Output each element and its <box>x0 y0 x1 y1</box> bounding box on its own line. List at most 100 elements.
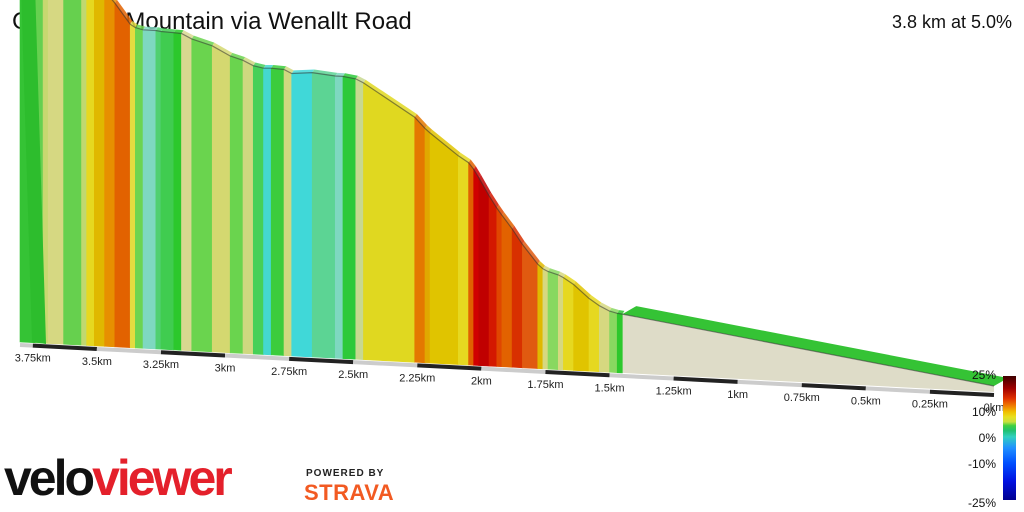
profile-segment <box>542 268 549 370</box>
distance-tick-label: 1.5km <box>595 382 625 394</box>
strava-logo: STRAVA <box>304 480 395 505</box>
distance-tick-label: 0.75km <box>784 392 820 404</box>
profile-top-surface <box>363 79 417 118</box>
profile-top-surface <box>114 0 133 25</box>
profile-top-surface <box>458 152 471 163</box>
profile-segment <box>129 23 136 349</box>
profile-top-surface <box>253 62 266 69</box>
distance-axis-bar <box>289 356 354 365</box>
profile-segment <box>496 206 503 368</box>
profile-segment <box>609 310 618 373</box>
profile-top-surface <box>589 295 602 306</box>
profile-segment <box>473 168 480 366</box>
profile-segment <box>511 227 523 369</box>
distance-axis-bar <box>737 379 802 388</box>
veloviewer-logo: veloviewer <box>4 450 233 506</box>
profile-top-surface <box>312 69 338 77</box>
distance-axis-bar <box>96 346 162 355</box>
profile-top-surface <box>414 113 428 129</box>
profile-top-surface <box>563 274 576 285</box>
distance-tick-label: 2km <box>471 376 492 388</box>
profile-segment <box>598 305 610 373</box>
profile-segment <box>355 78 364 360</box>
profile-segment <box>616 312 623 374</box>
profile-top-surface <box>573 281 592 299</box>
distance-axis-bar <box>801 383 866 391</box>
distance-axis-bar <box>417 363 482 371</box>
distance-axis-bar <box>609 373 674 381</box>
profile-segment <box>334 75 344 359</box>
profile-start-wall <box>21 0 46 344</box>
legend-label-25: 25% <box>971 368 996 382</box>
distance-tick-label: 0km <box>984 402 1005 414</box>
distance-axis-bar <box>160 350 226 358</box>
legend-label-minus-10: -10% <box>967 457 996 471</box>
profile-segment <box>47 0 64 345</box>
profile-top-surface <box>335 72 346 77</box>
distance-axis-bar <box>673 376 738 384</box>
profile-top-surface <box>542 265 551 272</box>
profile-top-surface <box>609 307 620 314</box>
profile-segment <box>557 274 564 371</box>
distance-tick-label: 1km <box>727 389 748 401</box>
climb-summary: 3.8 km at 5.0% <box>891 12 1012 32</box>
profile-top-surface <box>284 66 294 74</box>
distance-axis-bar <box>865 386 931 394</box>
profile-segment <box>142 29 157 350</box>
powered-by-text: POWERED BY <box>306 468 385 479</box>
profile-segment <box>283 68 292 357</box>
profile-top-surface <box>473 166 481 178</box>
distance-axis-bar <box>353 360 418 368</box>
profile-top-surface <box>501 211 515 229</box>
legend-label-minus-25: -25% <box>967 496 996 510</box>
profile-top-surface <box>130 20 138 28</box>
profile-segment <box>173 32 182 351</box>
distance-tick-label: 2.25km <box>399 372 435 384</box>
profile-top-surface <box>489 192 499 208</box>
profile-segment <box>573 283 590 372</box>
profile-segment <box>155 30 162 350</box>
distance-axis-bar <box>545 369 610 378</box>
distance-tick-label: 2.5km <box>338 369 368 381</box>
profile-segment <box>563 277 574 371</box>
profile-segment <box>478 176 490 367</box>
profile-segment <box>363 82 416 363</box>
profile-top-surface <box>558 271 566 278</box>
profile-segment <box>342 76 357 360</box>
distance-tick-label: 0.25km <box>912 399 948 411</box>
distance-axis-bar <box>481 366 546 374</box>
profile-segment <box>468 161 474 366</box>
profile-segment <box>311 72 336 359</box>
profile-top-surface <box>468 159 476 170</box>
profile-segment <box>242 59 254 355</box>
distance-axis-bar <box>32 343 97 351</box>
profile-segment <box>537 263 544 370</box>
profile-segment <box>252 65 264 355</box>
profile-segment <box>414 116 426 364</box>
distance-tick-label: 3.5km <box>82 356 112 368</box>
profile-segment <box>81 0 87 346</box>
distance-tick-label: 3km <box>215 363 236 375</box>
profile-segment <box>488 194 498 367</box>
distance-axis-bar <box>224 353 290 361</box>
profile-top-surface <box>263 64 274 69</box>
legend-label-10: 10% <box>971 405 996 419</box>
profile-ridge-line <box>111 0 995 387</box>
distance-axis-bar <box>929 389 995 397</box>
profile-top-surface <box>496 204 504 216</box>
profile-segment <box>229 55 244 354</box>
profile-top-surface <box>191 35 215 46</box>
profile-segment <box>457 155 469 366</box>
profile-segment <box>211 45 231 354</box>
profile-lead-in-top <box>622 306 1008 386</box>
profile-segment <box>429 132 459 365</box>
profile-segment <box>522 243 539 369</box>
legend-label-0: 0% <box>978 431 996 445</box>
profile-top-surface <box>424 125 433 134</box>
distance-axis-bar <box>19 343 33 348</box>
profile-top-surface <box>181 30 194 39</box>
profile-top-surface <box>230 52 246 61</box>
profile-segment <box>270 67 285 356</box>
profile-top-surface <box>430 129 461 156</box>
